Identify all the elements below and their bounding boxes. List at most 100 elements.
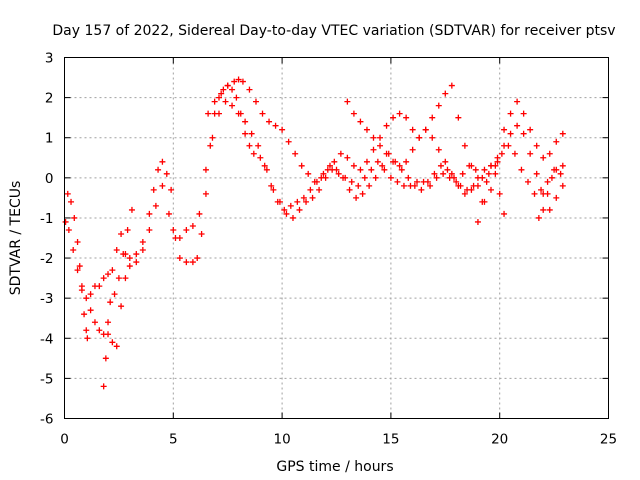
data-point [289,214,296,221]
data-point [266,118,273,125]
data-point [377,142,384,149]
data-point [218,90,225,97]
data-point [109,339,116,346]
data-point [414,178,421,185]
data-point [427,182,434,189]
y-tick-label: -1 [40,211,53,227]
data-point [546,206,553,213]
chart-title: Day 157 of 2022, Sidereal Day-to-day VTE… [52,23,615,39]
data-point [424,178,431,185]
data-point [133,251,140,258]
data-point [533,142,540,149]
data-point [361,174,368,181]
x-tick-label: 20 [491,432,508,448]
data-point [331,158,338,165]
data-point [348,178,355,185]
data-point [350,110,357,117]
data-point [418,186,425,193]
data-point [259,110,266,117]
data-point [155,166,162,173]
data-point [176,235,183,241]
data-point [468,186,475,193]
data-point [518,166,525,173]
data-point [540,154,547,161]
data-point [222,98,229,105]
data-point [340,174,347,181]
data-point [409,126,416,133]
data-point [370,146,377,153]
series-trace-2 [62,98,477,350]
data-point [379,162,386,169]
data-point [344,98,351,105]
data-point [120,251,127,258]
data-point [318,174,325,181]
data-point [474,174,481,181]
x-tick-label: 5 [169,432,178,448]
data-point [381,166,388,173]
data-point [461,190,468,197]
data-point [183,226,190,233]
data-point [196,210,203,217]
data-point [64,190,71,197]
y-tick-label: -2 [40,251,53,267]
y-tick-label: 2 [45,91,54,107]
data-point [559,130,566,137]
data-point [76,263,83,270]
series-trace-5 [344,98,566,213]
data-point [546,150,553,157]
data-point [168,186,175,193]
data-point [431,170,438,177]
data-point [474,218,481,225]
data-point [126,263,133,270]
data-point [350,162,357,169]
data-point [448,170,455,177]
data-point [374,158,381,165]
data-point [531,190,538,197]
data-point [487,162,494,169]
data-point [118,230,125,237]
data-point [390,158,397,165]
series-trace-4 [205,76,566,205]
data-point [442,90,449,97]
data-point [520,130,527,137]
data-point [78,283,85,290]
data-point [559,162,566,169]
data-point [492,170,499,177]
data-point [533,170,540,177]
data-point [146,226,153,233]
y-tick-label: -4 [40,331,53,347]
data-point [87,291,94,298]
data-point [268,182,275,189]
data-point [100,383,107,390]
data-point [429,114,436,121]
data-point [440,170,447,177]
data-point [300,194,307,201]
data-point [252,98,259,105]
data-point [553,166,560,173]
data-point [281,206,288,213]
y-tick-label: -3 [40,291,53,307]
data-point [250,150,257,157]
data-point [74,267,81,274]
data-point [422,126,429,133]
data-point [239,78,246,85]
x-tick-label: 0 [60,432,69,448]
series-trace-6 [474,162,508,225]
data-point [194,255,201,262]
data-point [483,178,490,185]
data-point [514,98,521,105]
data-point [455,182,462,189]
data-point [113,247,120,254]
data-point [96,283,103,290]
x-tick-label: 15 [382,432,399,448]
data-point [368,166,375,173]
data-point [409,146,416,153]
data-point [285,138,292,145]
data-point [83,295,90,302]
data-point [202,166,209,173]
data-point [107,299,114,306]
data-point [70,247,77,254]
data-point [538,186,545,193]
data-point [398,166,405,173]
data-point [272,122,279,129]
